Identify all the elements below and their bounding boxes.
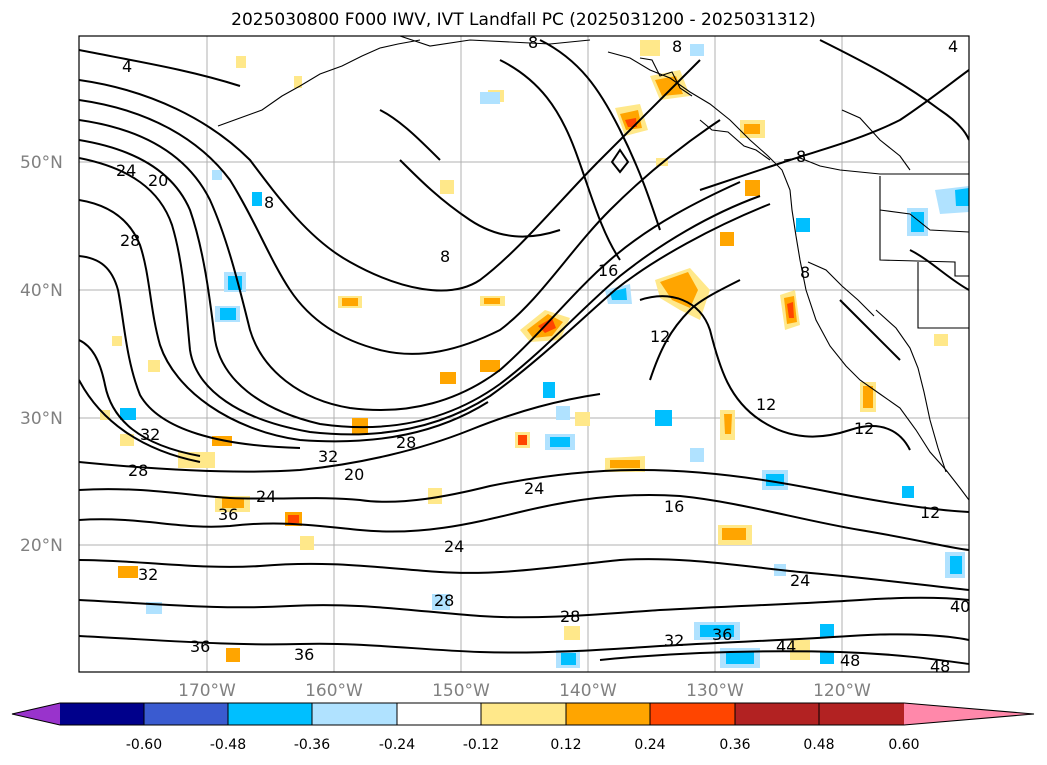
svg-text:8: 8 (796, 147, 806, 166)
svg-text:20: 20 (148, 171, 168, 190)
svg-text:44: 44 (776, 637, 796, 656)
svg-text:8: 8 (528, 33, 538, 52)
latitude-labels: 50°N 40°N 30°N 20°N (20, 153, 63, 556)
coastlines (217, 36, 969, 501)
svg-text:28: 28 (128, 461, 148, 480)
colorbar-segment (566, 703, 650, 725)
svg-text:4: 4 (122, 57, 132, 76)
svg-text:36: 36 (294, 645, 314, 664)
map-title: 2025030800 F000 IWV, IVT Landfall PC (20… (231, 10, 816, 30)
svg-text:36: 36 (190, 637, 210, 656)
svg-text:8: 8 (800, 263, 810, 282)
colorbar-tick-label: -0.36 (294, 737, 330, 753)
svg-text:24: 24 (790, 571, 810, 590)
lon-label-160w: 160°W (305, 681, 363, 701)
lat-label-50n: 50°N (20, 153, 63, 173)
svg-text:12: 12 (854, 419, 874, 438)
svg-text:16: 16 (664, 497, 684, 516)
anomaly-shading (100, 40, 969, 668)
lon-label-120w: 120°W (813, 681, 871, 701)
colorbar-tick-label: -0.60 (126, 737, 162, 753)
svg-text:28: 28 (396, 433, 416, 452)
colorbar-segment (397, 703, 481, 725)
svg-text:28: 28 (434, 591, 454, 610)
contour-labels: 4 4 8 8 8 8 8 8 12 12 12 12 16 16 20 20 … (116, 33, 970, 676)
svg-text:32: 32 (664, 631, 684, 650)
colorbar-tick-label: -0.48 (210, 737, 246, 753)
colorbar-tick-label: -0.12 (463, 737, 499, 753)
colorbar-segment (228, 703, 312, 725)
lat-label-20n: 20°N (20, 536, 63, 556)
colorbar-extend-max (904, 703, 1034, 725)
svg-text:28: 28 (560, 607, 580, 626)
svg-text:40: 40 (950, 597, 970, 616)
svg-text:28: 28 (120, 231, 140, 250)
svg-text:48: 48 (840, 651, 860, 670)
colorbar-extend-min (12, 703, 60, 725)
colorbar-tick-label: 0.60 (888, 737, 919, 753)
svg-text:20: 20 (344, 465, 364, 484)
map-border (78, 35, 970, 673)
svg-text:12: 12 (650, 327, 670, 346)
colorbar-segment (60, 703, 144, 725)
svg-text:12: 12 (756, 395, 776, 414)
map-area (79, 36, 969, 672)
svg-text:24: 24 (256, 487, 276, 506)
svg-text:8: 8 (264, 193, 274, 212)
colorbar-segment (650, 703, 735, 725)
lon-label-170w: 170°W (178, 681, 236, 701)
lon-label-130w: 130°W (686, 681, 744, 701)
svg-text:24: 24 (116, 161, 136, 180)
colorbar-segment (481, 703, 566, 725)
svg-text:48: 48 (930, 657, 950, 676)
svg-text:32: 32 (138, 565, 158, 584)
svg-text:36: 36 (218, 505, 238, 524)
colorbar-tick-label: -0.24 (379, 737, 415, 753)
gridlines (79, 36, 969, 672)
lat-label-30n: 30°N (20, 409, 63, 429)
svg-text:12: 12 (920, 503, 940, 522)
iwv-contours (79, 39, 969, 665)
lat-label-40n: 40°N (20, 281, 63, 301)
colorbar: -0.60 -0.48 -0.36 -0.24 -0.12 0.12 0.24 … (11, 702, 1035, 753)
longitude-labels: 170°W 160°W 150°W 140°W 130°W 120°W (178, 681, 871, 701)
svg-text:8: 8 (672, 37, 682, 56)
colorbar-segment (144, 703, 228, 725)
colorbar-segment (819, 703, 904, 725)
svg-text:8: 8 (440, 247, 450, 266)
colorbar-tick-label: 0.12 (550, 737, 581, 753)
lon-label-140w: 140°W (559, 681, 617, 701)
svg-text:36: 36 (712, 625, 732, 644)
svg-text:24: 24 (524, 479, 544, 498)
svg-text:24: 24 (444, 537, 464, 556)
colorbar-segment (735, 703, 819, 725)
svg-text:32: 32 (318, 447, 338, 466)
colorbar-tick-label: 0.48 (803, 737, 834, 753)
svg-text:4: 4 (948, 37, 958, 56)
colorbar-segment (312, 703, 397, 725)
lon-label-150w: 150°W (432, 681, 490, 701)
svg-text:16: 16 (598, 261, 618, 280)
colorbar-tick-label: 0.36 (719, 737, 750, 753)
svg-text:32: 32 (140, 425, 160, 444)
colorbar-tick-label: 0.24 (634, 737, 665, 753)
